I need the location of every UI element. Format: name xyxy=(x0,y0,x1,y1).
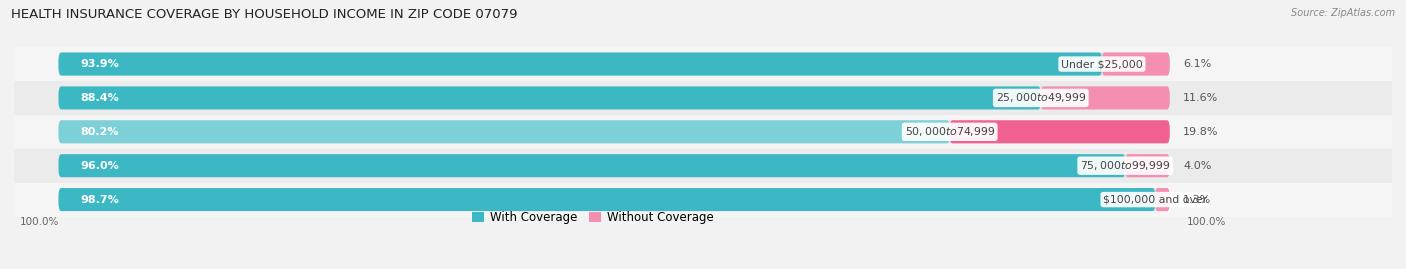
FancyBboxPatch shape xyxy=(3,183,1406,217)
Text: 88.4%: 88.4% xyxy=(80,93,120,103)
FancyBboxPatch shape xyxy=(59,120,949,143)
Text: $100,000 and over: $100,000 and over xyxy=(1104,194,1208,204)
FancyBboxPatch shape xyxy=(59,188,1156,211)
FancyBboxPatch shape xyxy=(3,47,1406,81)
Text: HEALTH INSURANCE COVERAGE BY HOUSEHOLD INCOME IN ZIP CODE 07079: HEALTH INSURANCE COVERAGE BY HOUSEHOLD I… xyxy=(11,8,517,21)
FancyBboxPatch shape xyxy=(59,188,1170,211)
Text: 100.0%: 100.0% xyxy=(20,217,59,227)
FancyBboxPatch shape xyxy=(59,86,1170,109)
Text: $25,000 to $49,999: $25,000 to $49,999 xyxy=(995,91,1085,104)
Legend: With Coverage, Without Coverage: With Coverage, Without Coverage xyxy=(467,206,718,229)
Text: $75,000 to $99,999: $75,000 to $99,999 xyxy=(1080,159,1170,172)
Text: Source: ZipAtlas.com: Source: ZipAtlas.com xyxy=(1291,8,1395,18)
FancyBboxPatch shape xyxy=(59,86,1040,109)
FancyBboxPatch shape xyxy=(59,120,1170,143)
FancyBboxPatch shape xyxy=(1102,52,1170,76)
Text: 98.7%: 98.7% xyxy=(80,194,120,204)
Text: Under $25,000: Under $25,000 xyxy=(1062,59,1143,69)
FancyBboxPatch shape xyxy=(1125,154,1170,177)
FancyBboxPatch shape xyxy=(3,149,1406,183)
Text: 11.6%: 11.6% xyxy=(1182,93,1218,103)
FancyBboxPatch shape xyxy=(1040,86,1170,109)
Text: 100.0%: 100.0% xyxy=(1187,217,1226,227)
Text: 1.3%: 1.3% xyxy=(1182,194,1212,204)
Text: 4.0%: 4.0% xyxy=(1182,161,1212,171)
Text: 19.8%: 19.8% xyxy=(1182,127,1219,137)
FancyBboxPatch shape xyxy=(949,120,1170,143)
Text: 80.2%: 80.2% xyxy=(80,127,120,137)
FancyBboxPatch shape xyxy=(1156,188,1170,211)
Text: $50,000 to $74,999: $50,000 to $74,999 xyxy=(904,125,995,138)
FancyBboxPatch shape xyxy=(3,115,1406,149)
FancyBboxPatch shape xyxy=(59,154,1125,177)
Text: 93.9%: 93.9% xyxy=(80,59,120,69)
FancyBboxPatch shape xyxy=(59,52,1170,76)
FancyBboxPatch shape xyxy=(3,81,1406,115)
Text: 6.1%: 6.1% xyxy=(1182,59,1212,69)
FancyBboxPatch shape xyxy=(59,154,1170,177)
FancyBboxPatch shape xyxy=(59,52,1102,76)
Text: 96.0%: 96.0% xyxy=(80,161,120,171)
